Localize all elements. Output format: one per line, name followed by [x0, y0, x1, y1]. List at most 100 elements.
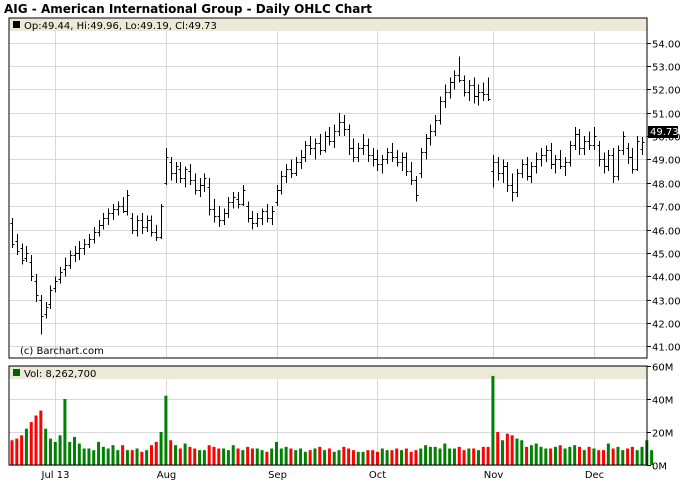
ohlc-bar	[92, 227, 97, 244]
volume-tick-label: 20M	[652, 429, 673, 440]
volume-bar	[169, 440, 173, 465]
ohlc-bar	[491, 154, 496, 188]
ohlc-bar	[275, 185, 280, 207]
price-legend-swatch	[13, 21, 20, 28]
ohlc-bar	[443, 84, 448, 109]
volume-bar	[635, 450, 639, 465]
volume-bar	[501, 440, 505, 465]
volume-bar	[366, 450, 370, 465]
volume-legend-strip	[9, 366, 647, 379]
volume-bar	[212, 446, 216, 465]
ohlc-bar	[332, 124, 337, 148]
volume-bar	[284, 446, 288, 465]
volume-bar	[20, 435, 24, 465]
ohlc-bar	[539, 147, 544, 167]
volume-bar	[97, 441, 101, 465]
ohlc-bar	[97, 220, 102, 237]
ohlc-bar	[438, 96, 443, 125]
ohlc-bar	[183, 166, 188, 188]
volume-bar	[390, 450, 394, 465]
x-tick-label: Dec	[585, 470, 604, 481]
ohlc-bar	[164, 147, 169, 186]
volume-bar	[82, 448, 86, 465]
ohlc-bar	[130, 213, 135, 235]
volume-bar	[125, 450, 129, 465]
volume-bar	[476, 450, 480, 465]
volume-bar	[174, 445, 178, 465]
volume-bar	[106, 448, 110, 465]
ohlc-bar	[452, 70, 457, 90]
ohlc-bar	[101, 213, 106, 230]
ohlc-bar	[250, 210, 255, 230]
volume-bar	[207, 445, 211, 465]
ohlc-bar	[342, 115, 347, 137]
ohlc-bar	[145, 215, 150, 232]
ohlc-bar	[207, 178, 212, 216]
ohlc-bar	[58, 266, 63, 284]
volume-bar	[48, 438, 52, 465]
price-plot-area	[9, 18, 647, 358]
volume-bar	[592, 448, 596, 465]
volume-bar	[10, 440, 14, 465]
ohlc-bar	[125, 189, 130, 216]
volume-bar	[433, 446, 437, 465]
volume-bar	[337, 450, 341, 465]
ohlc-bar	[169, 157, 174, 181]
ohlc-bar	[404, 152, 409, 176]
volume-bar	[534, 443, 538, 465]
volume-bar	[404, 448, 408, 465]
ohlc-bar	[606, 150, 611, 172]
ohlc-bar	[630, 147, 635, 174]
ohlc-bar	[424, 133, 429, 160]
volume-bar	[616, 446, 620, 465]
volume-bar	[323, 450, 327, 465]
x-tick-label: Jul 13	[41, 470, 70, 481]
volume-bar	[443, 443, 447, 465]
price-panel: Op:49.44, Hi:49.96, Lo:49.19, Cl:49.73 (…	[8, 17, 681, 359]
volume-bar	[279, 448, 283, 465]
ohlc-bar	[212, 199, 217, 223]
ohlc-bar	[323, 131, 328, 153]
volume-bar	[457, 446, 461, 465]
x-tick-label: Nov	[484, 470, 504, 481]
volume-bar	[260, 450, 264, 465]
volume-bar	[313, 448, 317, 465]
price-frame	[8, 17, 648, 359]
volume-bar	[611, 448, 615, 465]
volume-tick-label: 40M	[652, 396, 673, 407]
ohlc-bar	[20, 243, 25, 265]
ohlc-bar	[159, 203, 164, 239]
volume-bar	[409, 451, 413, 465]
ohlc-bar	[73, 245, 78, 263]
price-tick-label: 51.00	[652, 110, 681, 121]
last-price-badge	[648, 126, 678, 138]
volume-bar	[597, 450, 601, 465]
volume-bar	[525, 446, 529, 465]
ohlc-bar	[568, 140, 573, 167]
volume-bar	[621, 450, 625, 465]
volume-bar	[116, 450, 120, 465]
ohlc-bar	[39, 294, 44, 335]
volume-bar	[39, 410, 43, 465]
ohlc-bar	[260, 208, 265, 225]
ohlc-bar	[284, 164, 289, 183]
volume-bar	[573, 445, 577, 465]
volume-bar	[68, 441, 72, 465]
ohlc-bar	[10, 217, 15, 249]
volume-bar	[347, 448, 351, 465]
volume-bar	[246, 446, 250, 465]
volume-bar	[327, 448, 331, 465]
volume-bar	[539, 446, 543, 465]
volume-bar	[342, 446, 346, 465]
ohlc-bar	[621, 131, 626, 155]
price-tick-label: 49.00	[652, 156, 681, 167]
volume-bar	[270, 448, 274, 465]
volume-bar	[505, 433, 509, 465]
ohlc-bar	[366, 138, 371, 162]
ohlc-bar	[24, 245, 29, 263]
volume-bar	[299, 448, 303, 465]
volume-bar	[63, 399, 67, 465]
ohlc-bar	[327, 126, 332, 146]
volume-bar	[582, 450, 586, 465]
volume-bar	[294, 450, 298, 465]
